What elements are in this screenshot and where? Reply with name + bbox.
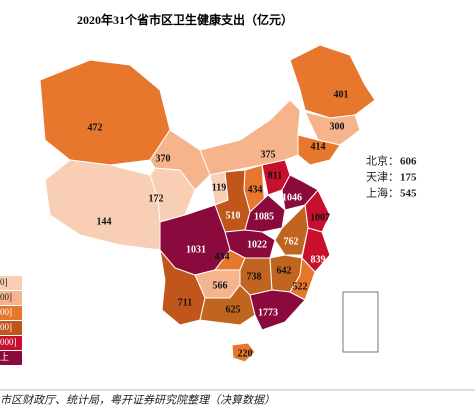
region-value: 625 xyxy=(226,304,241,315)
region-value: 1031 xyxy=(186,244,206,255)
region-value: 1022 xyxy=(247,239,267,250)
region-value: 172 xyxy=(149,193,164,204)
region-value: 510 xyxy=(226,210,241,221)
region-value: 642 xyxy=(277,265,292,276)
note-value: 606 xyxy=(400,156,417,168)
region-value: 1046 xyxy=(282,192,302,203)
region-value: 375 xyxy=(261,149,276,160)
region-value: 144 xyxy=(97,216,112,227)
region-value: 434 xyxy=(215,251,230,262)
note-label: 天津： xyxy=(366,171,399,184)
region-value: 401 xyxy=(334,89,349,100)
region-value: 522 xyxy=(293,281,308,292)
region-value: 434 xyxy=(248,184,263,195)
region-value: 811 xyxy=(268,170,282,181)
legend: 0] 00] 00] 00] 000] 上 xyxy=(0,276,22,365)
note-label: 北京： xyxy=(366,154,399,168)
region-value: 839 xyxy=(311,254,326,265)
note-value: 175 xyxy=(400,172,417,184)
region-value: 300 xyxy=(330,121,345,132)
region-value: 1773 xyxy=(258,307,278,318)
legend-label: 000] xyxy=(0,337,17,347)
legend-label: 00] xyxy=(0,307,12,317)
region-value: 738 xyxy=(247,271,262,282)
region-value: 1007 xyxy=(310,212,330,223)
region-value: 119 xyxy=(212,182,226,193)
region-value: 220 xyxy=(238,348,253,359)
region-value: 414 xyxy=(311,141,326,152)
legend-label: 上 xyxy=(0,352,9,362)
legend-label: 00] xyxy=(0,292,12,302)
region-value: 762 xyxy=(284,236,299,247)
region-value: 566 xyxy=(213,280,228,291)
legend-label: 00] xyxy=(0,322,12,332)
legend-label: 0] xyxy=(0,277,8,287)
note-value: 545 xyxy=(400,188,417,200)
map-title: 2020年31个省市区卫生健康支出（亿元） xyxy=(77,12,293,27)
source-note: 市区财政厅、统计局，粤开证券研究院整理（决算数据） xyxy=(0,394,275,405)
region-value: 370 xyxy=(156,153,171,164)
municipality-notes: 北京： 606 天津： 175 上海： 545 xyxy=(366,154,417,200)
note-label: 上海： xyxy=(366,186,399,200)
region-value: 1085 xyxy=(254,211,274,222)
map xyxy=(39,44,379,363)
region-value: 711 xyxy=(178,297,192,308)
region-value: 472 xyxy=(88,122,103,133)
region-labels: 401 300 414 375 472 144 172 370 119 434 … xyxy=(88,89,349,359)
